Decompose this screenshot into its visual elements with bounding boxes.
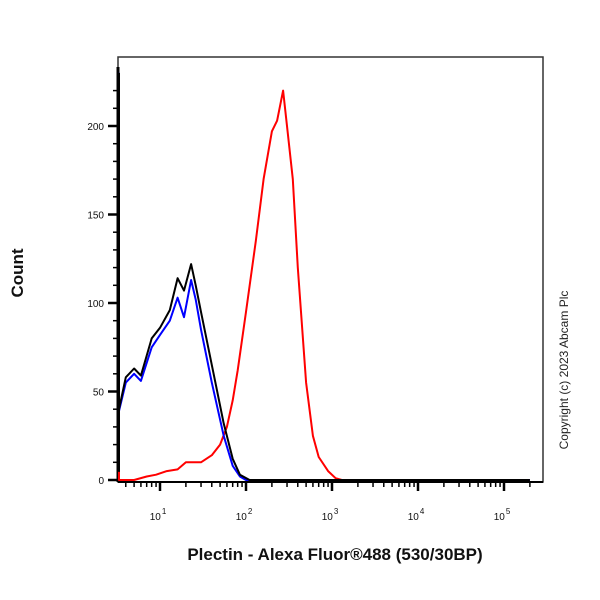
y-tick-label: 150 bbox=[87, 211, 104, 222]
y-tick-label: 200 bbox=[87, 122, 104, 133]
histogram-series-000000 bbox=[118, 72, 530, 481]
x-tick-label: 105 bbox=[494, 507, 511, 523]
copyright-notice: Copyright (c) 2023 Abcam Plc bbox=[557, 290, 571, 450]
plot-frame bbox=[116, 56, 544, 483]
x-axis-label: Plectin - Alexa Fluor®488 (530/30BP) bbox=[187, 545, 483, 564]
x-tick-label: 103 bbox=[322, 507, 339, 523]
y-axis: 0 50 100 150 200 bbox=[87, 89, 118, 487]
series-layer bbox=[118, 72, 530, 481]
y-tick-label: 0 bbox=[98, 476, 104, 487]
x-tick-label: 101 bbox=[150, 507, 167, 523]
y-tick-label: 50 bbox=[93, 388, 105, 399]
x-tick-label: 104 bbox=[408, 507, 425, 523]
x-tick-label: 102 bbox=[236, 507, 253, 523]
histogram-series-ff0000 bbox=[118, 89, 530, 481]
plot-border bbox=[117, 56, 544, 483]
y-tick-label: 100 bbox=[87, 299, 104, 310]
histogram-series-0000ff bbox=[118, 72, 530, 481]
x-axis: 101 102 103 104 105 bbox=[125, 482, 531, 523]
y-axis-label: Count bbox=[8, 248, 27, 298]
